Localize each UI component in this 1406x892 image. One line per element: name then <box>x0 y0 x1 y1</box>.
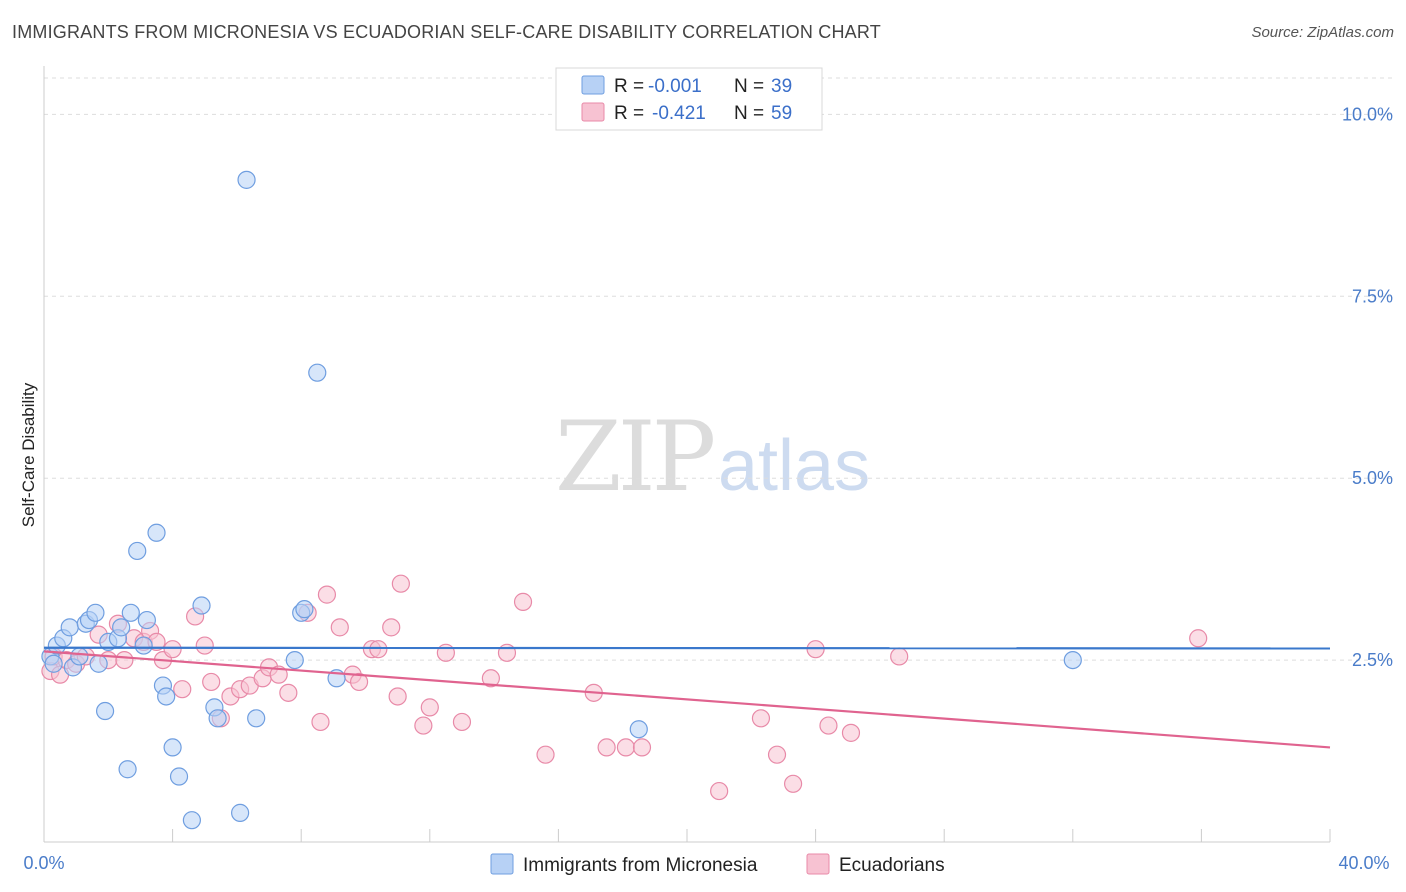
trend-lines <box>43 646 1331 749</box>
micronesia-point <box>629 720 648 739</box>
micronesia-point <box>128 541 147 561</box>
micronesia-point <box>1063 650 1082 670</box>
ecuadorian-point <box>420 698 439 717</box>
micronesia-point <box>112 618 131 637</box>
ecuadorian-trend-line <box>43 650 1331 749</box>
micronesia-point <box>163 738 182 757</box>
ecuadorian-point <box>115 650 134 670</box>
micronesia-point <box>208 709 227 728</box>
y-tick-label: 7.5% <box>1352 286 1393 306</box>
ecuadorian-point <box>1189 629 1208 648</box>
legend-n-label-2: N = <box>734 103 764 124</box>
data-points <box>41 170 1208 830</box>
ecuadorian-point <box>414 716 433 735</box>
micronesia-point <box>118 760 137 779</box>
micronesia-point <box>147 523 166 542</box>
ecuadorian-point <box>841 723 861 742</box>
y-tick-label: 2.5% <box>1352 650 1393 670</box>
micronesia-point <box>70 647 89 666</box>
micronesia-point <box>285 650 304 670</box>
series-swatch-ecuadorians <box>806 853 830 875</box>
series-label-micronesia: Immigrants from Micronesia <box>523 855 758 876</box>
ecuadorian-point <box>279 683 298 702</box>
ecuadorian-point <box>481 669 500 688</box>
legend-swatch-blue <box>581 75 605 95</box>
ecuadorian-point <box>632 738 652 757</box>
ecuadorian-point <box>783 774 803 793</box>
ecuadorian-point <box>317 585 337 604</box>
correlation-legend: R = -0.001 N = 39 R = -0.421 N = 59 <box>555 67 823 131</box>
micronesia-point <box>137 610 156 630</box>
x-tick-label-min: 0.0% <box>23 853 64 873</box>
micronesia-point <box>237 170 256 189</box>
ecuadorian-point <box>513 592 533 611</box>
watermark-zip: ZIP <box>555 401 714 513</box>
ecuadorian-point <box>452 712 472 732</box>
ecuadorian-point <box>597 738 616 757</box>
chart-title: IMMIGRANTS FROM MICRONESIA VS ECUADORIAN… <box>12 22 881 42</box>
legend-r-label-1: R = <box>614 76 644 97</box>
micronesia-point <box>44 654 63 673</box>
ecuadorian-point <box>767 745 787 764</box>
legend-n-label-1: N = <box>734 76 764 97</box>
legend-swatch-pink <box>581 102 605 122</box>
micronesia-point <box>169 767 189 786</box>
ecuadorian-point <box>710 781 729 801</box>
legend-r-value-2: -0.421 <box>652 103 706 124</box>
ecuadorian-point <box>163 640 182 659</box>
gridlines <box>44 77 1394 661</box>
x-tick-label-max: 40.0% <box>1338 853 1389 873</box>
micronesia-point <box>231 803 250 822</box>
ecuadorian-point <box>330 618 349 637</box>
axes: 2.5% 5.0% 7.5% 10.0% 0.0% 40.0% <box>23 66 1393 873</box>
ecuadorian-point <box>819 716 838 735</box>
micronesia-point <box>192 596 211 615</box>
source-label: Source: ZipAtlas.com <box>1251 24 1394 41</box>
micronesia-point <box>247 709 266 728</box>
y-axis-label: Self-Care Disability <box>19 382 38 527</box>
micronesia-trend-line <box>43 646 1331 650</box>
legend-n-value-1: 39 <box>771 76 792 97</box>
micronesia-point <box>157 687 176 706</box>
ecuadorian-point <box>382 618 401 637</box>
ecuadorian-point <box>497 643 517 662</box>
micronesia-point <box>182 811 201 830</box>
ecuadorian-point <box>195 636 214 655</box>
micronesia-point <box>89 654 108 673</box>
ecuadorian-point <box>202 672 221 692</box>
legend-r-value-1: -0.001 <box>648 76 702 97</box>
ecuadorian-point <box>616 738 636 757</box>
y-tick-label: 5.0% <box>1352 468 1393 488</box>
ecuadorian-point <box>269 665 288 684</box>
series-label-ecuadorians: Ecuadorians <box>839 855 945 876</box>
micronesia-point <box>295 600 314 619</box>
micronesia-point <box>121 603 140 622</box>
legend-n-value-2: 59 <box>771 103 792 124</box>
legend-r-label-2: R = <box>614 103 644 124</box>
micronesia-point <box>60 618 79 637</box>
ecuadorian-point <box>536 745 555 764</box>
y-tick-label: 10.0% <box>1342 104 1393 124</box>
ecuadorian-point <box>349 672 369 692</box>
ecuadorian-point <box>890 647 909 666</box>
ecuadorian-point <box>173 680 192 699</box>
watermark-atlas: atlas <box>718 426 870 506</box>
micronesia-point <box>95 701 115 721</box>
ecuadorian-point <box>311 712 330 732</box>
ecuadorian-point <box>369 640 388 659</box>
micronesia-point <box>308 363 327 382</box>
series-legend: Immigrants from Micronesia Ecuadorians <box>490 853 945 876</box>
ecuadorian-point <box>391 574 410 593</box>
ecuadorian-point <box>751 709 771 728</box>
series-swatch-micronesia <box>490 853 514 875</box>
micronesia-point <box>134 636 153 655</box>
ecuadorian-point <box>388 687 407 706</box>
micronesia-point <box>86 603 105 622</box>
